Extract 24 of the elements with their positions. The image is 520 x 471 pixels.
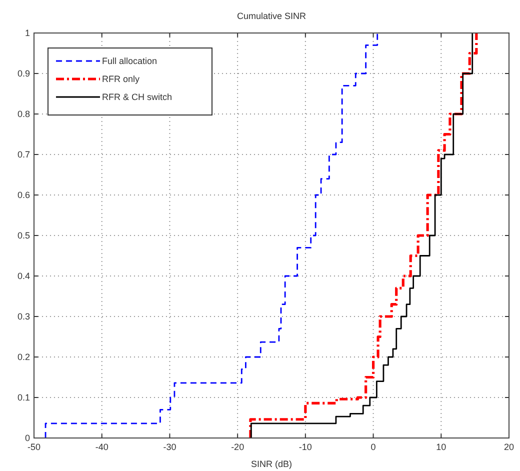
y-tick-label: 1 — [24, 28, 30, 38]
x-tick-label: 20 — [504, 442, 514, 452]
legend-label: Full allocation — [102, 56, 158, 66]
x-tick-label: 0 — [370, 442, 376, 452]
x-tick-label: 10 — [436, 442, 446, 452]
legend-label: RFR only — [102, 74, 140, 84]
x-axis-title: SINR (dB) — [250, 459, 292, 469]
x-tick-label: -30 — [163, 442, 176, 452]
y-tick-label: 0.3 — [17, 312, 30, 322]
x-tick-label: -40 — [95, 442, 108, 452]
x-tick-label: -20 — [231, 442, 244, 452]
y-tick-label: 0.2 — [17, 352, 30, 362]
y-tick-label: 0 — [24, 433, 30, 443]
y-tick-label: 0.7 — [17, 150, 30, 160]
y-tick-label: 0.4 — [17, 271, 30, 281]
y-tick-label: 0.9 — [17, 68, 30, 78]
chart-title: Cumulative SINR — [236, 11, 307, 21]
y-tick-label: 0.5 — [17, 230, 30, 240]
x-tick-label: -10 — [298, 442, 312, 452]
y-tick-label: 0.6 — [17, 190, 30, 200]
legend-label: RFR & CH switch — [102, 92, 172, 102]
y-tick-label: 0.1 — [17, 392, 30, 402]
x-tick-label: -50 — [27, 442, 41, 452]
y-tick-label: 0.8 — [17, 109, 30, 119]
